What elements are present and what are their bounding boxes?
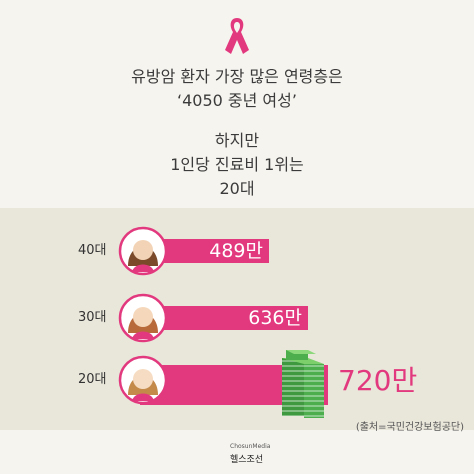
money-stack-icon [282, 350, 324, 418]
source-note: (출처=국민건강보험공단) [355, 422, 464, 433]
headline-line-3: 하지만 [214, 131, 260, 150]
bar-row: 20대 [0, 355, 474, 405]
age-label: 40대 [78, 243, 107, 258]
footer-name: 헬스조선 [230, 455, 264, 465]
age-label: 20대 [78, 372, 107, 387]
footer-brand: ChosunMedia [230, 443, 271, 450]
value-label: 636만 [248, 307, 302, 329]
headline-line-1: 유방암 환자 가장 많은 연령층은 [131, 67, 343, 86]
headline-line-5: 20대 [219, 179, 255, 198]
bar-row: 40대 489만 [0, 226, 474, 276]
age-label: 30대 [78, 310, 107, 325]
woman-avatar-icon [118, 293, 168, 343]
value-label-20s-large: 720만 [338, 364, 418, 397]
bar [140, 306, 308, 330]
woman-avatar-icon [118, 226, 168, 276]
pink-ribbon-icon [225, 18, 249, 54]
headline-line-4: 1인당 진료비 1위는 [170, 155, 304, 174]
woman-avatar-icon [118, 355, 168, 405]
value-label: 489만 [209, 240, 263, 262]
headline-line-2: ‘4050 중년 여성’ [177, 91, 297, 110]
bar-row: 30대 636만 [0, 293, 474, 343]
